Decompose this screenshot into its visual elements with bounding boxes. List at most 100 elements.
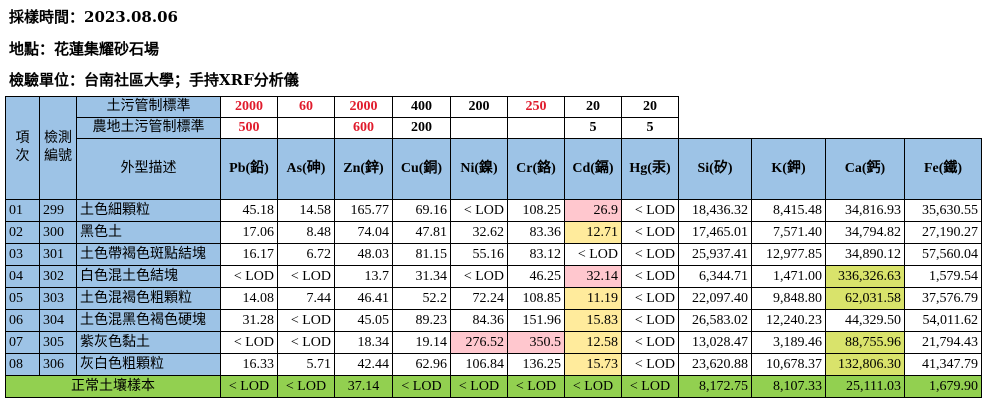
value-cell: 88,755.96 bbox=[825, 331, 905, 354]
value-cell: 1,471.00 bbox=[751, 265, 826, 288]
value-cell: 8.48 bbox=[277, 221, 335, 244]
value-cell: 14.58 bbox=[277, 199, 335, 222]
testing-unit: 檢驗單位：台南社區大學；手持XRF分析儀 bbox=[9, 71, 299, 89]
table-row: 01 299 土色細顆粒 45.18 14.58 165.77 69.16 < LOD 108.… bbox=[5, 199, 982, 222]
element-header: As(砷) bbox=[277, 138, 335, 200]
value-cell: 34,816.93 bbox=[825, 199, 905, 222]
value-cell: 81.15 bbox=[392, 243, 451, 266]
normal-value-cell: < LOD bbox=[621, 375, 679, 398]
value-cell: 57,560.04 bbox=[904, 243, 982, 266]
std1-cd: 20 bbox=[564, 96, 622, 118]
sample-description: 土色細顆粒 bbox=[76, 199, 221, 222]
value-cell: 54,011.62 bbox=[904, 309, 982, 332]
value-cell: 31.34 bbox=[392, 265, 451, 288]
std1-pb: 2000 bbox=[220, 96, 278, 118]
value-cell: 18.34 bbox=[334, 331, 393, 354]
value-cell: 84.36 bbox=[450, 309, 508, 332]
table-row: 06 304 土色混黑色褐色硬塊 31.28 < LOD 45.05 89.23 84.36 1… bbox=[5, 309, 982, 332]
normal-value-cell: < LOD bbox=[220, 375, 278, 398]
sample-code: 304 bbox=[39, 309, 77, 332]
value-cell: 45.18 bbox=[220, 199, 278, 222]
value-cell: 276.52 bbox=[450, 331, 508, 354]
sample-code: 306 bbox=[39, 353, 77, 376]
sample-code: 302 bbox=[39, 265, 77, 288]
value-cell: 6,344.71 bbox=[678, 265, 752, 288]
value-cell: 34,890.12 bbox=[825, 243, 905, 266]
std1-label: 土污管制標準 bbox=[76, 96, 221, 118]
sample-description: 土色帶褐色斑點結塊 bbox=[76, 243, 221, 266]
value-cell: < LOD bbox=[621, 309, 679, 332]
value-cell: < LOD bbox=[277, 331, 335, 354]
std2-hg: 5 bbox=[621, 117, 679, 139]
table-row: 04 302 白色混土色結塊 < LOD < LOD 13.7 31.34 < LOD 46.2… bbox=[5, 265, 982, 288]
value-cell: 37,576.79 bbox=[904, 287, 982, 310]
std1-cr: 250 bbox=[507, 96, 565, 118]
value-cell: 17,465.01 bbox=[678, 221, 752, 244]
value-cell: < LOD bbox=[621, 243, 679, 266]
value-cell: 16.17 bbox=[220, 243, 278, 266]
row-number: 07 bbox=[5, 331, 40, 354]
std2-cd: 5 bbox=[564, 117, 622, 139]
sample-description: 土色混黑色褐色硬塊 bbox=[76, 309, 221, 332]
value-cell: 52.2 bbox=[392, 287, 451, 310]
value-cell: < LOD bbox=[220, 331, 278, 354]
sample-description: 土色混褐色粗顆粒 bbox=[76, 287, 221, 310]
value-cell: 22,097.40 bbox=[678, 287, 752, 310]
element-header: K(鉀) bbox=[751, 138, 826, 200]
value-cell: 9,848.80 bbox=[751, 287, 826, 310]
value-cell: 165.77 bbox=[334, 199, 393, 222]
value-cell: 31.28 bbox=[220, 309, 278, 332]
std2-cu: 200 bbox=[392, 117, 451, 139]
normal-value-cell: < LOD bbox=[450, 375, 508, 398]
value-cell: 44,329.50 bbox=[825, 309, 905, 332]
value-cell: 26,583.02 bbox=[678, 309, 752, 332]
value-cell: 34,794.82 bbox=[825, 221, 905, 244]
value-cell: 46.41 bbox=[334, 287, 393, 310]
sample-code: 303 bbox=[39, 287, 77, 310]
value-cell: 19.14 bbox=[392, 331, 451, 354]
std1-hg: 20 bbox=[621, 96, 679, 118]
std1-zn: 2000 bbox=[334, 96, 393, 118]
value-cell: 6.72 bbox=[277, 243, 335, 266]
value-cell: 35,630.55 bbox=[904, 199, 982, 222]
element-header: Ca(鈣) bbox=[825, 138, 905, 200]
std1-cu: 400 bbox=[392, 96, 451, 118]
value-cell: 41,347.79 bbox=[904, 353, 982, 376]
element-header: Zn(鋅) bbox=[334, 138, 393, 200]
value-cell: 10,678.37 bbox=[751, 353, 826, 376]
element-header: Fe(鐵) bbox=[904, 138, 982, 200]
value-cell: 25,937.41 bbox=[678, 243, 752, 266]
value-cell: 12.71 bbox=[564, 221, 622, 244]
value-cell: 83.36 bbox=[507, 221, 565, 244]
value-cell: < LOD bbox=[450, 199, 508, 222]
std1-ni: 200 bbox=[450, 96, 508, 118]
value-cell: 23,620.88 bbox=[678, 353, 752, 376]
sample-description: 紫灰色黏土 bbox=[76, 331, 221, 354]
sample-description: 灰白色粗顆粒 bbox=[76, 353, 221, 376]
element-header: Si(矽) bbox=[678, 138, 752, 200]
row-number: 06 bbox=[5, 309, 40, 332]
value-cell: 12.58 bbox=[564, 331, 622, 354]
value-cell: 46.25 bbox=[507, 265, 565, 288]
value-cell: < LOD bbox=[220, 265, 278, 288]
value-cell: < LOD bbox=[277, 265, 335, 288]
location: 地點：花蓮集耀砂石場 bbox=[9, 40, 160, 58]
value-cell: 13.7 bbox=[334, 265, 393, 288]
value-cell: 108.85 bbox=[507, 287, 565, 310]
value-cell: < LOD bbox=[621, 199, 679, 222]
row-number: 03 bbox=[5, 243, 40, 266]
value-cell: < LOD bbox=[564, 243, 622, 266]
sample-description: 白色混土色結塊 bbox=[76, 265, 221, 288]
value-cell: < LOD bbox=[621, 331, 679, 354]
element-header: Pb(鉛) bbox=[220, 138, 278, 200]
std2-label: 農地土污管制標準 bbox=[76, 117, 221, 139]
table-row: 07 305 紫灰色黏土 < LOD < LOD 18.34 19.14 276.52 350.… bbox=[5, 331, 982, 354]
value-cell: 3,189.46 bbox=[751, 331, 826, 354]
value-cell: 14.08 bbox=[220, 287, 278, 310]
value-cell: 62,031.58 bbox=[825, 287, 905, 310]
value-cell: 132,806.30 bbox=[825, 353, 905, 376]
std2-pb: 500 bbox=[220, 117, 278, 139]
normal-value-cell: 8,172.75 bbox=[678, 375, 752, 398]
value-cell: 45.05 bbox=[334, 309, 393, 332]
value-cell: 18,436.32 bbox=[678, 199, 752, 222]
